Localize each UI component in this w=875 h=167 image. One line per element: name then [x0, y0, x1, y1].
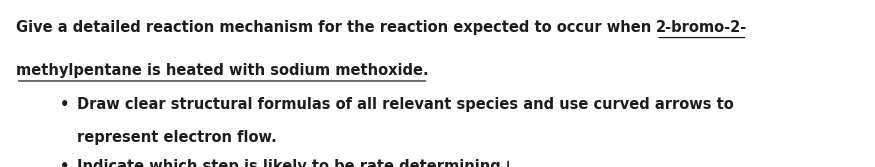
Text: Indicate which step is likely to be rate determining.: Indicate which step is likely to be rate…: [77, 159, 507, 167]
Text: represent electron flow.: represent electron flow.: [77, 130, 276, 145]
Text: Draw clear structural formulas of all relevant species and use curved arrows to: Draw clear structural formulas of all re…: [77, 97, 734, 112]
Text: •: •: [60, 97, 69, 112]
Text: Give a detailed reaction mechanism for the reaction expected to occur when: Give a detailed reaction mechanism for t…: [16, 20, 656, 35]
Text: •: •: [60, 159, 69, 167]
Text: 2-bromo-2-: 2-bromo-2-: [656, 20, 747, 35]
Text: methylpentane is heated with sodium methoxide.: methylpentane is heated with sodium meth…: [16, 63, 429, 78]
